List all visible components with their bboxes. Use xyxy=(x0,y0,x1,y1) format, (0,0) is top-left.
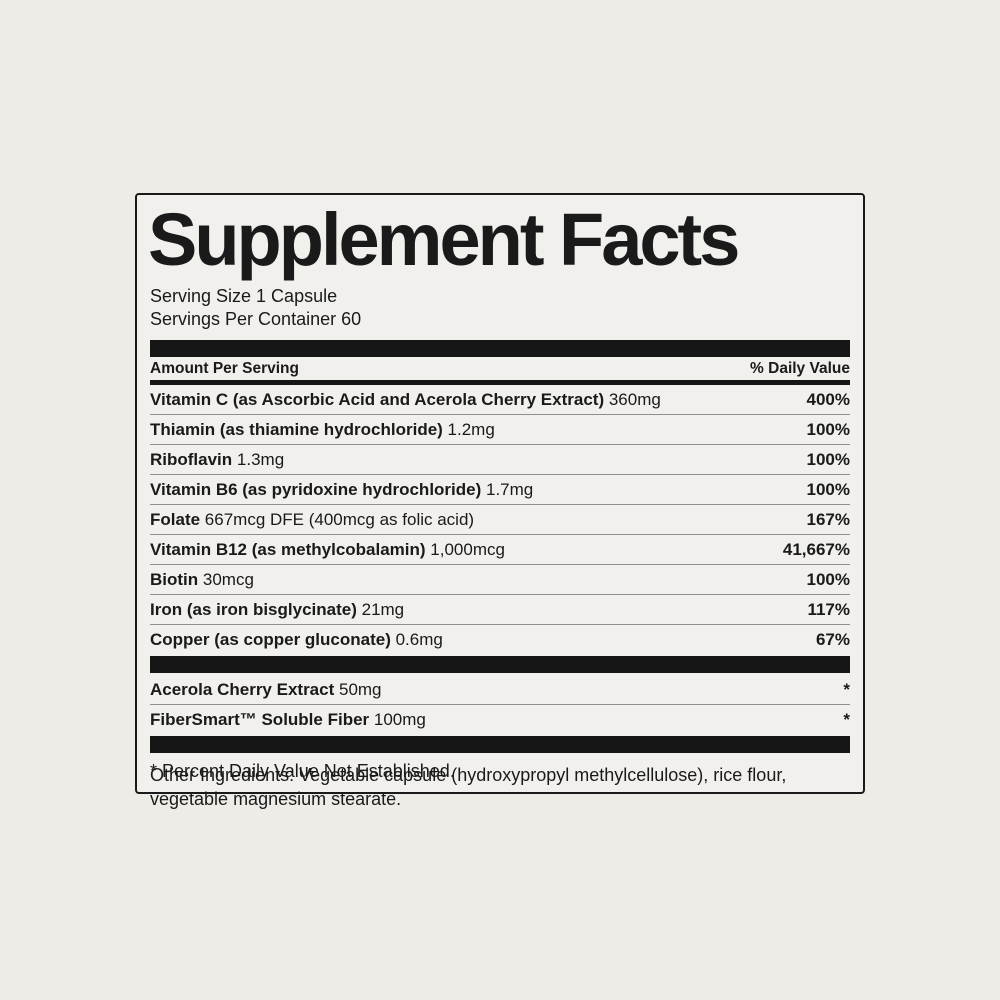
separator-bar-bottom xyxy=(150,735,850,753)
nutrient-daily-value: * xyxy=(843,679,850,699)
nutrient-name-and-amount: Copper (as copper gluconate) 0.6mg xyxy=(150,630,443,650)
nutrient-name: Thiamin (as thiamine hydrochloride) xyxy=(150,419,448,439)
panel-title: Supplement Facts xyxy=(148,198,740,281)
supplement-facts-panel: Supplement Facts Serving Size 1 Capsule … xyxy=(135,193,865,794)
nutrient-daily-value: 67% xyxy=(815,629,850,649)
nutrient-name: Folate xyxy=(150,509,205,529)
nutrient-amount: 360mg xyxy=(608,389,661,409)
nutrient-name-and-amount: Iron (as iron bisglycinate) 21mg xyxy=(150,600,404,620)
nutrient-amount: 100mg xyxy=(373,709,426,729)
nutrient-amount: 21mg xyxy=(361,599,405,619)
nutrient-daily-value: 167% xyxy=(806,509,850,529)
nutrient-name-and-amount: Folate 667mcg DFE (400mcg as folic acid) xyxy=(150,510,474,530)
nutrient-name-and-amount: Riboflavin 1.3mg xyxy=(150,450,284,470)
nutrient-table: Vitamin C (as Ascorbic Acid and Acerola … xyxy=(150,385,850,654)
table-row: Folate 667mcg DFE (400mcg as folic acid)… xyxy=(150,505,850,535)
servings-per-container: Servings Per Container 60 xyxy=(150,309,362,330)
nutrient-name-and-amount: Vitamin B6 (as pyridoxine hydrochloride)… xyxy=(150,480,533,500)
nutrient-amount: 50mg xyxy=(338,679,382,699)
nutrient-name: Copper (as copper gluconate) xyxy=(150,629,396,649)
nutrient-daily-value: 117% xyxy=(807,599,850,619)
nutrient-amount: 0.6mg xyxy=(395,629,443,649)
serving-size: Serving Size 1 Capsule xyxy=(150,286,338,306)
nutrient-amount: 1.7mg xyxy=(485,479,534,499)
separator-bar-middle xyxy=(150,655,850,673)
nutrient-name-and-amount: Vitamin B12 (as methylcobalamin) 1,000mc… xyxy=(150,540,505,560)
nutrient-daily-value: * xyxy=(843,709,850,729)
column-header-daily-value: % Daily Value xyxy=(750,359,850,377)
nutrient-name: Acerola Cherry Extract xyxy=(150,679,339,699)
nutrient-name: Biotin xyxy=(150,569,203,589)
nutrient-daily-value: 41,667% xyxy=(782,539,850,559)
nutrient-amount: 1.3mg xyxy=(236,449,285,469)
nutrient-name-and-amount: Thiamin (as thiamine hydrochloride) 1.2m… xyxy=(150,420,495,440)
column-header-amount: Amount Per Serving xyxy=(150,359,299,377)
nutrient-amount: 667mcg DFE (400mcg as folic acid) xyxy=(204,509,475,529)
nutrient-daily-value: 100% xyxy=(806,449,850,469)
table-row: Vitamin C (as Ascorbic Acid and Acerola … xyxy=(150,385,850,415)
nutrient-daily-value: 100% xyxy=(806,569,850,589)
nutrient-daily-value: 100% xyxy=(806,419,850,439)
nutrient-name: Iron (as iron bisglycinate) xyxy=(150,599,362,619)
column-header-row: Amount Per Serving % Daily Value xyxy=(150,357,850,385)
nutrient-name-and-amount: Acerola Cherry Extract 50mg xyxy=(150,680,382,700)
proprietary-table: Acerola Cherry Extract 50mg * FiberSmart™ … xyxy=(150,675,850,734)
table-row: Acerola Cherry Extract 50mg * xyxy=(150,675,850,705)
nutrient-name-and-amount: Biotin 30mcg xyxy=(150,570,254,590)
table-row: Iron (as iron bisglycinate) 21mg 117% xyxy=(150,595,850,625)
nutrient-name: FiberSmart™ Soluble Fiber xyxy=(150,709,374,729)
table-row: Riboflavin 1.3mg 100% xyxy=(150,445,850,475)
table-row: Biotin 30mcg 100% xyxy=(150,565,850,595)
nutrient-daily-value: 100% xyxy=(806,479,850,499)
nutrient-name: Vitamin B12 (as methylcobalamin) xyxy=(150,539,431,559)
table-row: FiberSmart™ Soluble Fiber 100mg * xyxy=(150,705,850,734)
nutrient-name: Vitamin B6 (as pyridoxine hydrochloride) xyxy=(150,479,486,499)
table-row: Thiamin (as thiamine hydrochloride) 1.2m… xyxy=(150,415,850,445)
separator-bar-top xyxy=(150,339,850,357)
nutrient-amount: 1.2mg xyxy=(447,419,495,439)
nutrient-name-and-amount: Vitamin C (as Ascorbic Acid and Acerola … xyxy=(150,390,661,410)
nutrient-amount: 1,000mcg xyxy=(430,539,505,559)
nutrient-name-and-amount: FiberSmart™ Soluble Fiber 100mg xyxy=(150,710,426,730)
daily-value-footnote: * Percent Daily Value Not Established. xyxy=(150,760,455,781)
table-row: Copper (as copper gluconate) 0.6mg 67% xyxy=(150,625,850,654)
table-row: Vitamin B6 (as pyridoxine hydrochloride)… xyxy=(150,475,850,505)
nutrient-amount: 30mcg xyxy=(202,569,254,589)
table-row: Vitamin B12 (as methylcobalamin) 1,000mc… xyxy=(150,535,850,565)
nutrient-name: Riboflavin xyxy=(150,449,237,469)
other-ingredients-text: Other Ingredients: Vegetable capsule (hy… xyxy=(150,765,787,810)
nutrient-daily-value: 400% xyxy=(806,389,850,409)
nutrient-name: Vitamin C (as Ascorbic Acid and Acerola … xyxy=(150,389,609,409)
